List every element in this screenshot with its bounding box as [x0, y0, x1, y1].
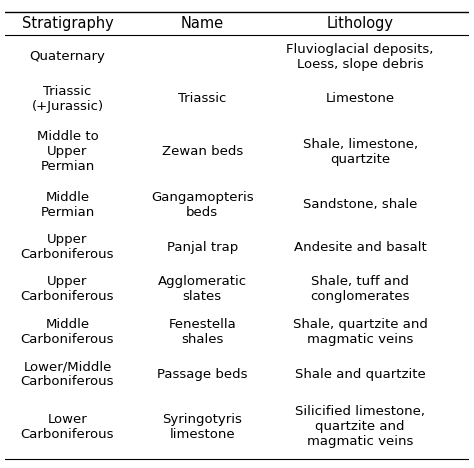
Text: Lithology: Lithology	[327, 16, 393, 31]
Text: Shale, tuff and
conglomerates: Shale, tuff and conglomerates	[310, 275, 410, 303]
Text: Upper
Carboniferous: Upper Carboniferous	[21, 233, 114, 261]
Text: Middle
Carboniferous: Middle Carboniferous	[21, 318, 114, 346]
Text: Syringotyris
limestone: Syringotyris limestone	[162, 413, 242, 441]
Text: Stratigraphy: Stratigraphy	[22, 16, 113, 31]
Text: Shale, quartzite and
magmatic veins: Shale, quartzite and magmatic veins	[292, 318, 428, 346]
Text: Upper
Carboniferous: Upper Carboniferous	[21, 275, 114, 303]
Text: Passage beds: Passage beds	[157, 367, 247, 380]
Text: Name: Name	[181, 16, 224, 31]
Text: Limestone: Limestone	[326, 92, 395, 105]
Text: Andesite and basalt: Andesite and basalt	[294, 241, 427, 254]
Text: Lower/Middle
Carboniferous: Lower/Middle Carboniferous	[21, 360, 114, 388]
Text: Agglomeratic
slates: Agglomeratic slates	[157, 275, 247, 303]
Text: Middle
Permian: Middle Permian	[40, 191, 95, 219]
Text: Fluvioglacial deposits,
Loess, slope debris: Fluvioglacial deposits, Loess, slope deb…	[286, 43, 434, 71]
Text: Sandstone, shale: Sandstone, shale	[303, 198, 417, 211]
Text: Shale, limestone,
quartzite: Shale, limestone, quartzite	[302, 138, 418, 166]
Text: Quaternary: Quaternary	[29, 50, 105, 63]
Text: Gangamopteris
beds: Gangamopteris beds	[151, 191, 254, 219]
Text: Triassic
(+Jurassic): Triassic (+Jurassic)	[31, 85, 103, 113]
Text: Silicified limestone,
quartzite and
magmatic veins: Silicified limestone, quartzite and magm…	[295, 405, 425, 448]
Text: Fenestella
shales: Fenestella shales	[168, 318, 236, 346]
Text: Panjal trap: Panjal trap	[166, 241, 238, 254]
Text: Middle to
Upper
Permian: Middle to Upper Permian	[36, 130, 98, 173]
Text: Zewan beds: Zewan beds	[162, 146, 243, 158]
Text: Shale and quartzite: Shale and quartzite	[295, 367, 426, 380]
Text: Lower
Carboniferous: Lower Carboniferous	[21, 413, 114, 441]
Text: Triassic: Triassic	[178, 92, 227, 105]
